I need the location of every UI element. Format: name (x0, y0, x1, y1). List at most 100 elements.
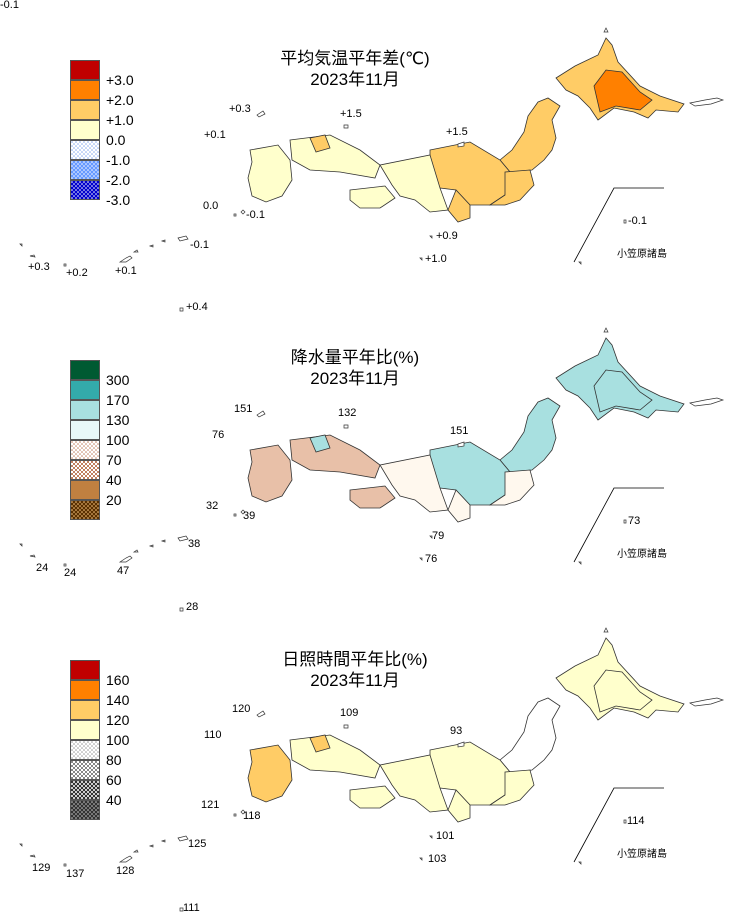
title-line-1: 平均気温平年差(℃) (280, 49, 430, 68)
map-title: 降水量平年比(%) 2023年11月 (255, 347, 455, 389)
legend-swatch (70, 80, 100, 100)
region-kyushu (247, 744, 293, 803)
precipitation-ratio-panel: 降水量平年比(%) 2023年11月 300 170 130 100 70 40 20 15… (0, 310, 750, 613)
island (689, 97, 725, 107)
station-value: 24 (64, 567, 77, 579)
region-tohoku (499, 397, 561, 473)
sunshine-map (19, 627, 725, 912)
legend-swatch (70, 140, 100, 160)
island (256, 410, 266, 418)
island (457, 741, 465, 748)
region-kyushu (247, 444, 293, 503)
sunshine-ratio-panel: 日照時間平年比(%) 2023年11月 160 140 120 100 80 60 40 1… (0, 615, 750, 915)
station-value: 121 (201, 799, 220, 811)
island (603, 27, 609, 33)
island (179, 307, 184, 312)
island (132, 849, 139, 853)
legend-swatch (70, 160, 100, 180)
legend-label: 80 (106, 752, 122, 768)
island (240, 209, 246, 215)
island (29, 254, 36, 258)
station-value: -0.1 (246, 209, 265, 221)
station-value: 0.0 (203, 200, 219, 212)
legend-swatch (70, 380, 100, 400)
island (148, 244, 154, 248)
station-value: 24 (36, 562, 49, 574)
legend-swatch (70, 360, 100, 380)
station-value: 39 (243, 510, 256, 522)
station-value: +0.9 (436, 230, 458, 242)
station-value: -0.1 (0, 0, 19, 11)
region-chubu-south (447, 489, 471, 523)
island (343, 424, 349, 429)
ogasawara-label: 小笠原諸島 (617, 849, 667, 860)
legend-swatch (70, 60, 100, 80)
region-kanto (488, 769, 535, 806)
region-chugoku-patch (309, 434, 331, 453)
island (160, 839, 166, 843)
region-shikoku (349, 185, 396, 209)
region-kinki (379, 454, 449, 513)
legend-swatch (70, 500, 100, 520)
island (623, 819, 627, 824)
island (429, 835, 433, 839)
island (457, 441, 465, 448)
legend-label: 130 (106, 412, 130, 428)
legend-label: 0.0 (106, 132, 126, 148)
island (29, 554, 36, 558)
island (419, 857, 423, 861)
region-hokkaido-core (593, 69, 653, 113)
station-value: +1.0 (425, 253, 447, 265)
station-value: 32 (206, 500, 219, 512)
island (457, 141, 465, 148)
inset-frame (573, 787, 664, 863)
ogasawara-label: 小笠原諸島 (617, 249, 667, 260)
map-title: 平均気温平年差(℃) 2023年11月 (255, 48, 455, 90)
island (578, 261, 582, 265)
legend-label: 60 (106, 772, 122, 788)
region-tohoku (499, 97, 561, 173)
island (429, 535, 433, 539)
island (689, 397, 725, 407)
island (578, 561, 582, 565)
region-shikoku (349, 785, 396, 809)
island (623, 519, 627, 524)
station-value: 103 (428, 853, 447, 865)
title-line-2: 2023年11月 (310, 671, 400, 690)
island (603, 327, 609, 333)
legend-swatch (70, 800, 100, 820)
legend-label: -2.0 (106, 172, 131, 188)
island (118, 555, 133, 563)
region-chugoku (289, 434, 381, 479)
station-value: 79 (432, 530, 445, 542)
station-value: +0.3 (229, 103, 251, 115)
legend-swatch (70, 100, 100, 120)
title-line-1: 日照時間平年比(%) (282, 650, 428, 669)
legend-swatch (70, 120, 100, 140)
island (233, 813, 237, 817)
island (689, 697, 725, 707)
island (240, 509, 246, 515)
region-kanto (488, 169, 535, 206)
island (118, 855, 133, 863)
region-chugoku (289, 734, 381, 779)
region-kanto (488, 469, 535, 506)
island (160, 539, 166, 543)
legend-label: 100 (106, 732, 130, 748)
map-title: 日照時間平年比(%) 2023年11月 (255, 649, 455, 691)
island (148, 544, 154, 548)
legend-label: 160 (106, 672, 130, 688)
station-value: 73 (628, 515, 641, 527)
legend-label: 40 (106, 472, 122, 488)
legend-swatch (70, 700, 100, 720)
station-value: +0.3 (28, 261, 50, 273)
legend-swatch (70, 780, 100, 800)
precipitation-map (19, 327, 725, 612)
island (132, 249, 139, 253)
island (148, 844, 154, 848)
island (19, 843, 23, 847)
region-kyushu (247, 144, 293, 203)
legend-label: 120 (106, 712, 130, 728)
island (177, 835, 189, 842)
station-value: -0.1 (628, 215, 647, 227)
